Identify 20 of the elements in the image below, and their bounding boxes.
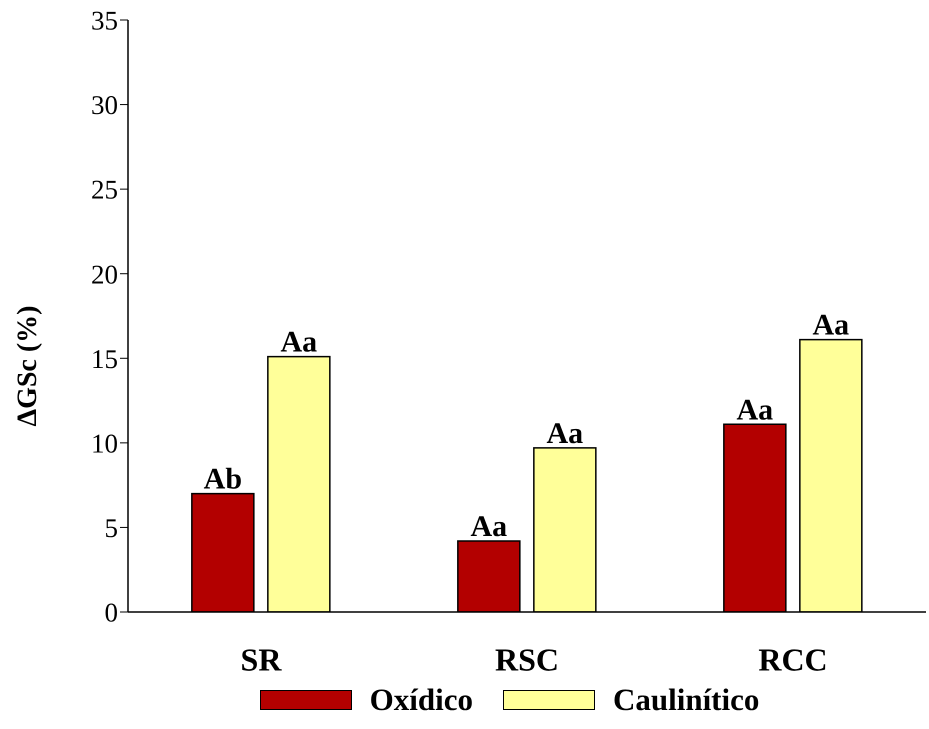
y-tick-label: 0 bbox=[104, 598, 118, 628]
data-label: Aa bbox=[812, 308, 850, 342]
y-tick-label: 20 bbox=[91, 259, 118, 290]
data-label: Aa bbox=[546, 416, 584, 450]
data-label: Aa bbox=[736, 393, 774, 426]
y-tick-label: 10 bbox=[91, 428, 118, 458]
x-tick-label: RSC bbox=[494, 642, 560, 678]
x-tick-label: SR bbox=[240, 642, 282, 678]
data-label: Ab bbox=[204, 462, 242, 496]
y-tick-label: 30 bbox=[91, 90, 118, 120]
legend-label: Oxídico bbox=[370, 682, 473, 718]
legend-label: Caulinítico bbox=[612, 682, 760, 718]
y-tick-label: 35 bbox=[91, 6, 118, 36]
data-label: Aa bbox=[470, 510, 508, 543]
y-tick-label: 15 bbox=[91, 344, 118, 374]
data-label: Aa bbox=[280, 326, 318, 359]
x-tick-label: RCC bbox=[758, 642, 828, 678]
y-axis-title: ΔGSc (%) bbox=[12, 306, 43, 426]
y-tick-label: 5 bbox=[104, 513, 118, 544]
y-tick-label: 25 bbox=[91, 174, 118, 205]
